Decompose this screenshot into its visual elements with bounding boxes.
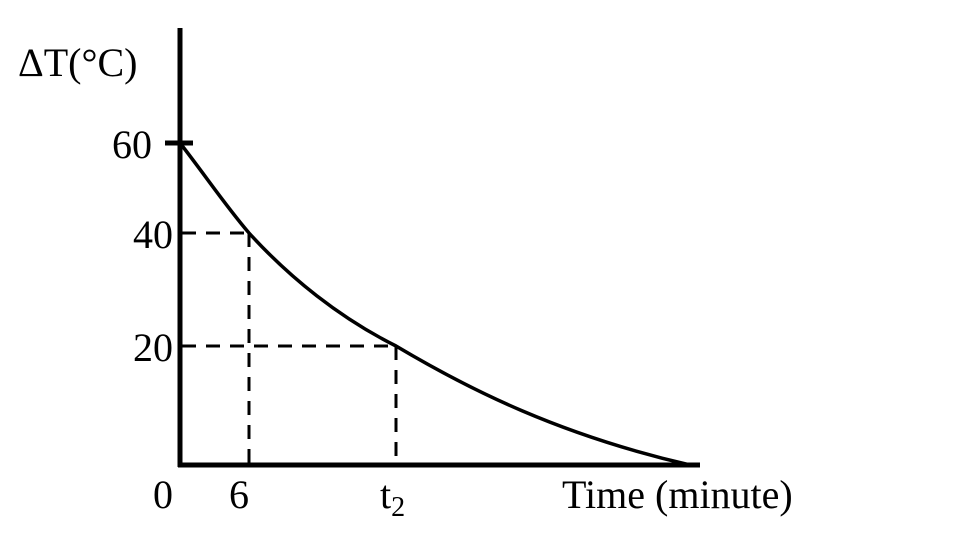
y-tick-label-40: 40 — [133, 212, 173, 257]
cooling-curve — [178, 141, 691, 467]
y-axis-title: ΔT(°C) — [18, 40, 137, 85]
x-tick-label-6: 6 — [229, 472, 249, 517]
t2-subscript: 2 — [391, 492, 405, 523]
x-axis-title: Time (minute) — [562, 472, 793, 517]
x-tick-label-t2: t2 — [380, 472, 405, 523]
t2-main: t — [380, 472, 391, 517]
guide-lines — [182, 231, 398, 463]
y-tick-label-60: 60 — [112, 122, 152, 167]
x-tick-label-0: 0 — [153, 472, 173, 517]
y-tick-label-20: 20 — [133, 325, 173, 370]
